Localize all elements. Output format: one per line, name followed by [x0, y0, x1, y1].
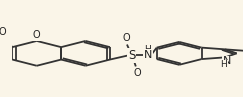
- Text: N: N: [144, 49, 152, 60]
- Text: H: H: [221, 60, 227, 69]
- Text: O: O: [33, 30, 41, 40]
- Text: S: S: [128, 49, 136, 62]
- Text: H: H: [145, 45, 151, 54]
- Text: O: O: [122, 33, 130, 43]
- Text: O: O: [133, 68, 141, 78]
- Text: O: O: [0, 27, 6, 37]
- Text: N: N: [223, 56, 231, 66]
